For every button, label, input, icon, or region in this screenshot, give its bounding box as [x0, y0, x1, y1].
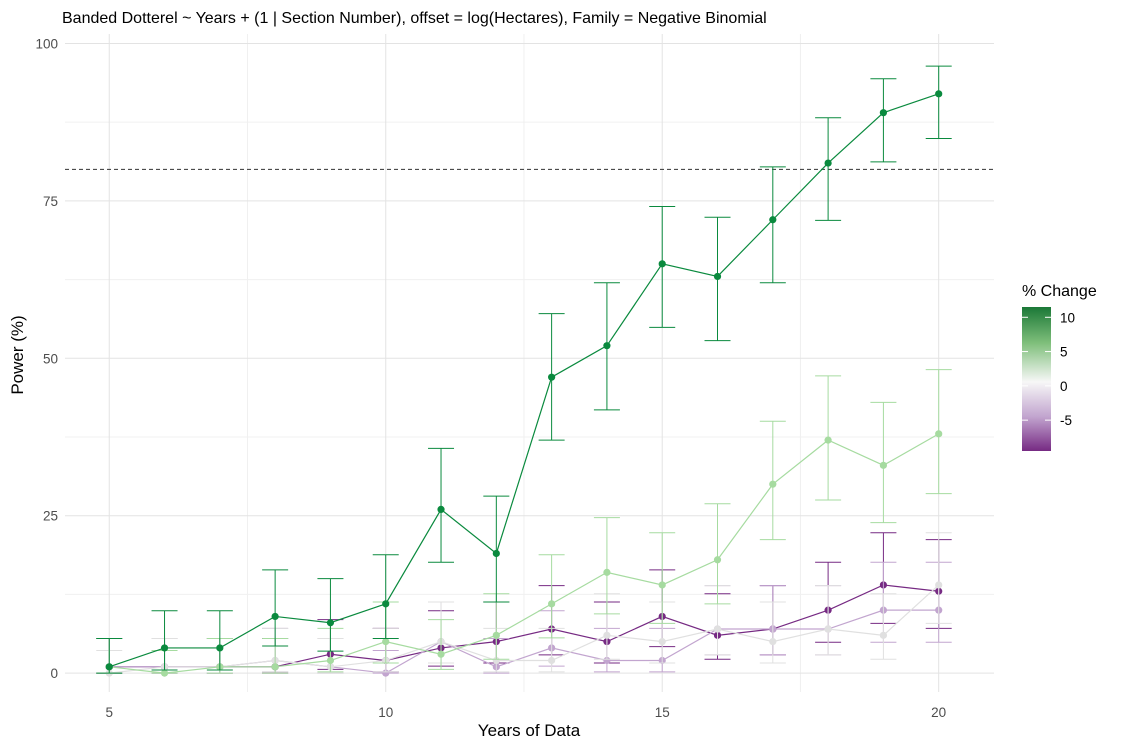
- data-point: [271, 663, 279, 671]
- data-point: [326, 656, 335, 665]
- data-point: [548, 656, 556, 665]
- series-line: [109, 93, 939, 668]
- data-point: [492, 656, 500, 665]
- data-point: [713, 556, 722, 564]
- data-point: [935, 430, 943, 438]
- y-tick-label: 50: [43, 351, 58, 366]
- data-point: [713, 625, 722, 633]
- data-point: [879, 109, 888, 117]
- data-point: [548, 373, 556, 381]
- data-point: [160, 644, 169, 652]
- data-point: [769, 216, 777, 224]
- data-point: [603, 568, 611, 576]
- y-tick-label: 75: [43, 194, 58, 209]
- data-point: [935, 90, 943, 98]
- data-point: [548, 600, 556, 608]
- minor-gridlines: [65, 34, 994, 692]
- y-axis-title: Power (%): [8, 315, 27, 394]
- legend-tick-label: -5: [1060, 413, 1072, 428]
- x-axis-ticks: 5 10 15 20: [105, 705, 946, 720]
- data-point: [769, 638, 777, 646]
- data-point: [603, 656, 611, 665]
- data-point: [824, 436, 832, 444]
- legend-ticks: 10 5 0 -5: [1022, 310, 1075, 428]
- legend-tick-label: 5: [1060, 345, 1068, 360]
- data-point: [216, 644, 224, 652]
- data-point: [603, 342, 611, 350]
- y-axis-ticks: 0 25 50 75 100: [35, 36, 58, 681]
- series-line: [109, 433, 939, 674]
- series-line: [109, 584, 940, 674]
- y-tick-label: 0: [50, 666, 58, 681]
- data-point: [492, 631, 500, 639]
- data-point: [658, 260, 666, 268]
- data-point: [879, 461, 888, 469]
- series-change-10: [96, 65, 952, 674]
- data-point: [160, 669, 169, 677]
- data-point: [824, 625, 832, 633]
- data-point: [382, 669, 390, 677]
- data-point: [326, 619, 335, 627]
- legend-colorbar: [1022, 307, 1051, 451]
- chart-title: Banded Dotterel ~ Years + (1 | Section N…: [62, 10, 767, 27]
- data-point: [713, 272, 722, 281]
- data-point: [769, 480, 777, 488]
- data-point: [603, 631, 611, 639]
- legend-title: % Change: [1022, 283, 1097, 300]
- x-tick-label: 15: [655, 705, 670, 720]
- data-point: [271, 612, 279, 621]
- series-layer: [96, 65, 952, 677]
- data-point: [658, 581, 666, 589]
- data-point: [437, 650, 445, 658]
- data-point: [935, 581, 943, 589]
- data-point: [824, 159, 832, 167]
- data-point: [105, 663, 113, 671]
- y-tick-label: 25: [43, 509, 58, 524]
- data-point: [382, 638, 390, 646]
- y-tick-label: 100: [35, 36, 58, 51]
- x-tick-label: 20: [931, 705, 946, 720]
- data-point: [879, 631, 888, 639]
- data-point: [437, 505, 445, 513]
- x-axis-title: Years of Data: [478, 721, 581, 740]
- data-point: [492, 549, 500, 558]
- x-tick-label: 5: [105, 705, 113, 720]
- legend-tick-label: 10: [1060, 310, 1075, 325]
- data-point: [382, 600, 390, 608]
- legend-tick-label: 0: [1060, 379, 1068, 394]
- x-tick-label: 10: [378, 705, 393, 720]
- data-point: [658, 638, 666, 646]
- legend: % Change 10 5 0 -5: [1022, 283, 1097, 451]
- major-gridlines: [65, 34, 994, 692]
